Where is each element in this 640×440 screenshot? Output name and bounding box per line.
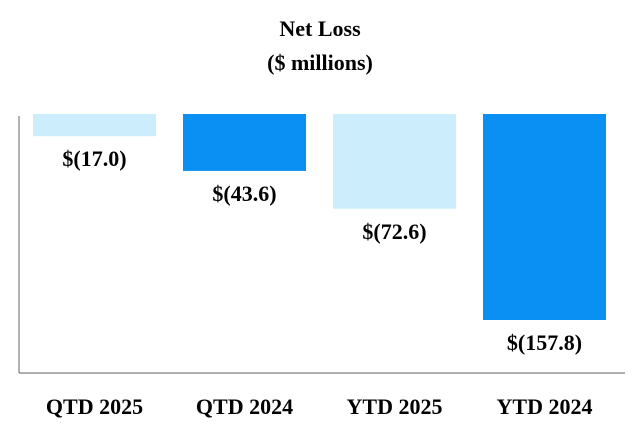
chart-subtitle: ($ millions): [267, 50, 373, 75]
bar-ytd-2024: [483, 114, 606, 320]
data-labels-group: $(17.0) $(43.6) $(72.6) $(157.8): [62, 146, 582, 355]
data-label: $(72.6): [362, 219, 426, 244]
chart-title: Net Loss: [279, 16, 361, 41]
bar-ytd-2025: [333, 114, 456, 209]
bar-qtd-2024: [183, 114, 306, 171]
data-label: $(157.8): [507, 330, 582, 355]
category-labels-group: QTD 2025 QTD 2024 YTD 2025 YTD 2024: [46, 394, 593, 419]
category-label: YTD 2024: [497, 394, 593, 419]
bar-qtd-2025: [33, 114, 156, 137]
data-label: $(43.6): [212, 181, 276, 206]
data-label: $(17.0): [62, 146, 126, 171]
bars-group: [33, 114, 606, 320]
category-label: QTD 2024: [196, 394, 293, 419]
category-label: YTD 2025: [347, 394, 443, 419]
category-label: QTD 2025: [46, 394, 143, 419]
